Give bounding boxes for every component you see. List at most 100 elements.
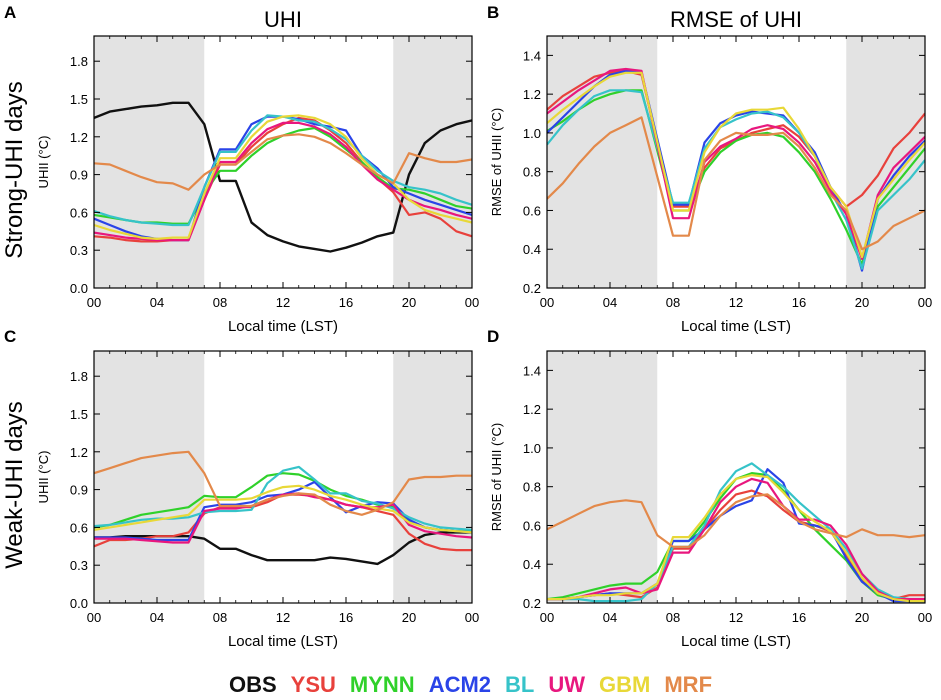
x-tick-label: 16 xyxy=(339,295,353,310)
y-tick-label: 0.0 xyxy=(70,281,88,296)
row-label-weak: Weak-UHI days xyxy=(1,401,28,569)
y-tick-label: 0.0 xyxy=(70,596,88,611)
series-line-mrf xyxy=(547,493,925,548)
panel-letter: B xyxy=(487,3,499,22)
series-line-gbm xyxy=(547,474,925,603)
x-tick-label: 20 xyxy=(855,295,869,310)
legend-mrf: MRF xyxy=(664,672,713,697)
y-axis-label: UHII (°C) xyxy=(36,136,51,189)
x-tick-label: 08 xyxy=(213,295,227,310)
series-line-uw xyxy=(547,477,925,601)
y-tick-label: 1.8 xyxy=(70,369,88,384)
night-shading xyxy=(94,36,205,288)
night-shading xyxy=(547,36,658,288)
series-group xyxy=(94,450,472,566)
y-axis-label: RMSE of UHII (°C) xyxy=(489,108,504,216)
legend-mynn: MYNN xyxy=(349,672,415,697)
y-tick-label: 0.3 xyxy=(70,243,88,258)
panel-title: UHI xyxy=(264,7,302,32)
panel-letter: A xyxy=(4,3,16,22)
x-tick-label: 00 xyxy=(87,295,101,310)
panel-c: 00 04 08 12 16 20 000.00.30.60.91.21.51.8Local… xyxy=(4,327,479,650)
y-tick-label: 0.4 xyxy=(523,242,541,257)
x-tick-label: 16 xyxy=(792,295,806,310)
y-tick-label: 1.0 xyxy=(523,441,541,456)
y-tick-label: 0.6 xyxy=(523,203,541,218)
x-tick-label: 00 xyxy=(540,610,554,625)
y-tick-label: 0.4 xyxy=(523,557,541,572)
legend-bl: BL xyxy=(505,672,535,697)
x-tick-label: 20 xyxy=(855,610,869,625)
series-line-acm2 xyxy=(547,468,925,603)
legend-obs: OBS xyxy=(228,672,277,697)
x-tick-label: 04 xyxy=(150,610,164,625)
y-tick-label: 1.5 xyxy=(70,407,88,422)
legend-acm2: ACM2 xyxy=(428,672,492,697)
series-line-bl xyxy=(94,465,472,531)
x-tick-label: 16 xyxy=(792,610,806,625)
legend: OBS YSU MYNN ACM2 BL UW GBM MRF xyxy=(0,670,941,700)
x-tick-label: 04 xyxy=(150,295,164,310)
panel-letter: D xyxy=(487,327,499,346)
series-line-mrf xyxy=(547,116,925,251)
y-tick-label: 0.6 xyxy=(70,205,88,220)
y-tick-label: 1.8 xyxy=(70,54,88,69)
series-group xyxy=(547,67,925,272)
x-tick-label: 12 xyxy=(276,610,290,625)
y-tick-label: 1.5 xyxy=(70,92,88,107)
series-group xyxy=(94,101,472,253)
row-label-strong: Strong-UHI days xyxy=(1,81,28,258)
y-tick-label: 1.4 xyxy=(523,48,541,63)
legend-uw: UW xyxy=(548,672,586,697)
night-shading xyxy=(94,351,205,603)
y-tick-label: 1.2 xyxy=(70,445,88,460)
y-tick-label: 0.2 xyxy=(523,281,541,296)
legend-ysu: YSU xyxy=(290,672,336,697)
x-tick-label: 12 xyxy=(276,295,290,310)
x-tick-label: 00 xyxy=(465,610,479,625)
y-axis-label: RMSE of UHII (°C) xyxy=(489,423,504,531)
y-tick-label: 0.9 xyxy=(70,168,88,183)
x-tick-label: 00 xyxy=(918,295,932,310)
y-tick-label: 1.4 xyxy=(523,363,541,378)
x-axis-label: Local time (LST) xyxy=(228,318,338,335)
x-tick-label: 12 xyxy=(729,610,743,625)
y-tick-label: 1.2 xyxy=(523,402,541,417)
y-axis-label: UHII (°C) xyxy=(36,451,51,504)
series-line-bl xyxy=(547,89,925,270)
series-line-gbm xyxy=(94,114,472,240)
x-tick-label: 20 xyxy=(402,610,416,625)
series-line-gbm xyxy=(94,484,472,534)
series-line-mrf xyxy=(94,133,472,191)
night-shading xyxy=(547,351,658,603)
series-line-mrf xyxy=(94,450,472,516)
x-tick-label: 04 xyxy=(603,610,617,625)
x-tick-label: 00 xyxy=(87,610,101,625)
series-line-ysu xyxy=(94,116,472,243)
series-group xyxy=(547,462,925,603)
legend-gbm: GBM xyxy=(599,672,651,697)
x-tick-label: 08 xyxy=(666,295,680,310)
y-tick-label: 1.2 xyxy=(523,87,541,102)
panel-title: RMSE of UHI xyxy=(670,7,802,32)
y-tick-label: 0.9 xyxy=(70,483,88,498)
x-tick-label: 00 xyxy=(918,610,932,625)
x-axis-label: Local time (LST) xyxy=(681,633,791,650)
y-tick-label: 0.8 xyxy=(523,480,541,495)
x-tick-label: 08 xyxy=(213,610,227,625)
y-tick-label: 0.6 xyxy=(523,518,541,533)
x-tick-label: 20 xyxy=(402,295,416,310)
x-tick-label: 08 xyxy=(666,610,680,625)
x-axis-label: Local time (LST) xyxy=(228,633,338,650)
y-tick-label: 0.2 xyxy=(523,596,541,611)
x-tick-label: 04 xyxy=(603,295,617,310)
panel-b: 00 04 08 12 16 20 000.20.40.60.81.01.21.4Local… xyxy=(487,3,932,335)
x-tick-label: 00 xyxy=(540,295,554,310)
panel-a: 00 04 08 12 16 20 000.00.30.60.91.21.51.8Local… xyxy=(4,3,479,335)
x-tick-label: 12 xyxy=(729,295,743,310)
series-line-uw xyxy=(94,492,472,544)
series-line-obs xyxy=(94,101,472,253)
panel-letter: C xyxy=(4,327,16,346)
x-tick-label: 00 xyxy=(465,295,479,310)
